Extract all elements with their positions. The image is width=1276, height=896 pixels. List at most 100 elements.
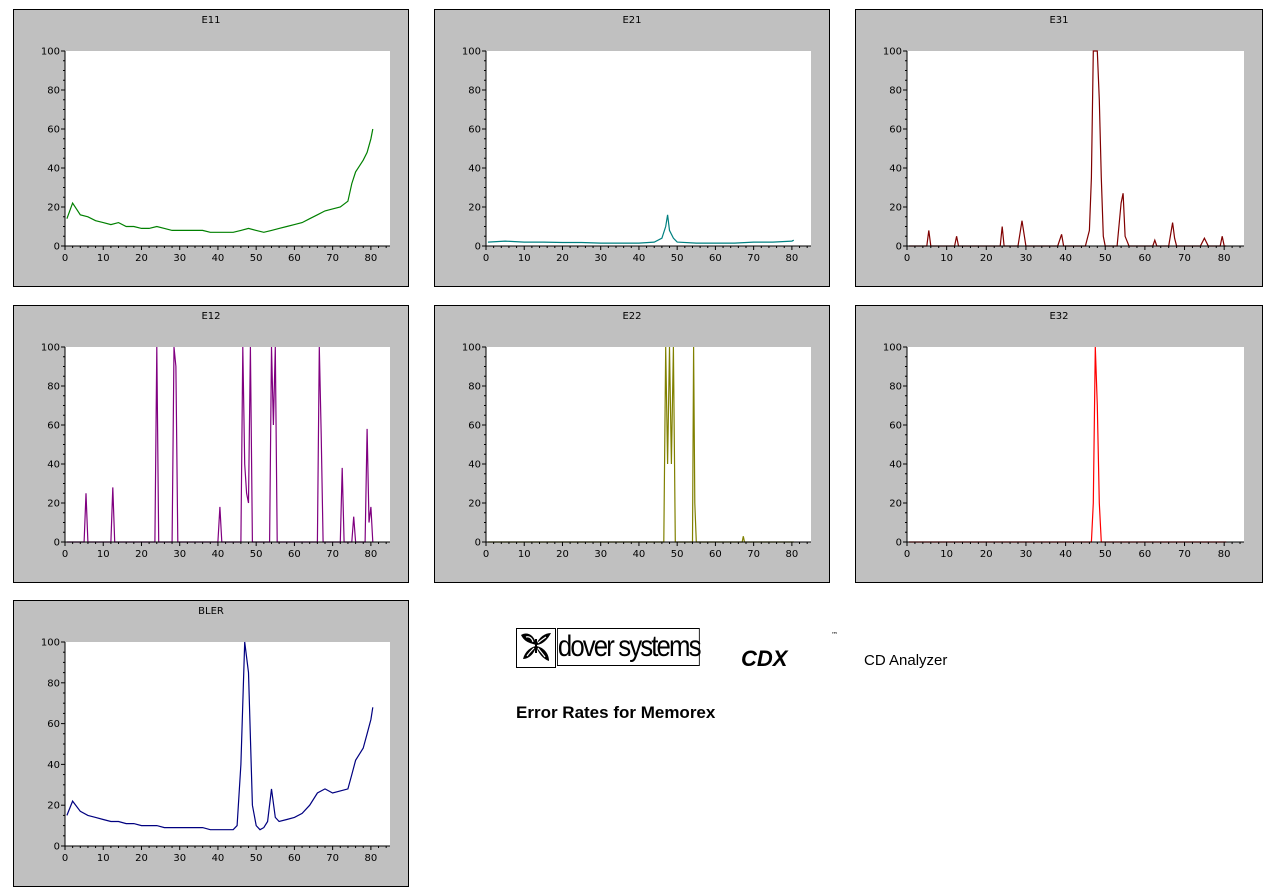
chart-e21: 0 20 40 60 80 100 0 10 20 30 40 50 60 70 80 [462,47,811,264]
y-tick-label: 0 [896,242,902,253]
chart-e11: 0 20 40 60 80 100 0 10 20 30 40 50 60 70 80 [41,47,390,264]
plot-area [907,347,1244,542]
y-tick-label: 100 [462,343,481,354]
x-tick-label: 60 [288,853,301,864]
chart-title: BLER [198,606,224,617]
series-line [66,641,374,831]
chart-title: E12 [201,311,221,322]
x-tick-label: 40 [212,253,225,264]
y-tick-label: 40 [889,460,902,471]
y-tick-label: 20 [47,801,60,812]
x-tick-label: 20 [556,253,569,264]
y-tick-label: 60 [468,125,481,136]
dover-systems-logo: dover systems [516,628,724,668]
x-tick-label: 30 [173,253,186,264]
y-tick-label: 20 [889,499,902,510]
y-tick-label: 60 [47,719,60,730]
y-tick-label: 60 [468,421,481,432]
y-tick-label: 80 [889,86,902,97]
y-tick-label: 100 [462,47,481,58]
x-tick-label: 0 [62,853,68,864]
chart-panel-e22: E22 0 20 40 60 80 100 0 10 20 30 40 50 60 70 80 [434,305,830,583]
y-tick-label: 100 [41,343,60,354]
y-tick-label: 100 [41,47,60,58]
chart-panel-e11: E11 0 20 40 60 80 100 0 10 20 30 40 50 60 70 80 [13,9,409,287]
x-tick-label: 70 [1178,549,1191,560]
x-tick-label: 20 [135,853,148,864]
logo-wordmark: dover systems [557,628,701,666]
x-tick-label: 0 [62,253,68,264]
trademark-mark: ™ [831,631,838,639]
y-tick-label: 100 [883,47,902,58]
x-tick-label: 80 [786,253,799,264]
x-tick-label: 70 [326,253,339,264]
x-tick-label: 80 [1218,253,1231,264]
x-tick-label: 80 [365,853,378,864]
y-tick-label: 80 [468,86,481,97]
chart-panel-e21: E21 0 20 40 60 80 100 0 10 20 30 40 50 60 70 80 [434,9,830,287]
y-tick-label: 60 [47,421,60,432]
chart-title: E21 [622,15,642,26]
x-tick-label: 10 [97,549,110,560]
report-title: Error Rates for Memorex [516,703,716,722]
x-tick-label: 80 [365,549,378,560]
y-tick-label: 0 [896,538,902,549]
y-tick-label: 0 [54,538,60,549]
chart-e31: 0 20 40 60 80 100 0 10 20 30 40 50 60 70 80 [883,47,1244,264]
x-tick-label: 50 [1099,253,1112,264]
y-tick-label: 20 [468,499,481,510]
y-tick-label: 40 [468,164,481,175]
x-tick-label: 20 [980,549,993,560]
y-tick-label: 0 [475,538,481,549]
x-tick-label: 10 [940,253,953,264]
x-tick-label: 40 [212,549,225,560]
series-line [487,214,795,244]
chart-panel-e32: E32 0 20 40 60 80 100 0 10 20 30 40 50 60 70 80 [855,305,1263,583]
y-tick-label: 0 [54,242,60,253]
chart-panel-e12: E12 0 20 40 60 80 100 0 10 20 30 40 50 60 70 80 [13,305,409,583]
y-tick-label: 60 [47,125,60,136]
y-tick-label: 0 [54,842,60,853]
x-tick-label: 60 [1139,549,1152,560]
chart-e12: 0 20 40 60 80 100 0 10 20 30 40 50 60 70 80 [41,343,390,560]
plot-area [486,347,811,542]
x-tick-label: 30 [173,549,186,560]
x-tick-label: 10 [518,549,531,560]
x-tick-label: 30 [594,253,607,264]
x-tick-label: 0 [483,549,489,560]
x-tick-label: 10 [518,253,531,264]
y-tick-label: 40 [47,164,60,175]
chart-title: E11 [201,15,221,26]
x-tick-label: 80 [365,253,378,264]
product-description: CD Analyzer [864,652,948,669]
y-tick-label: 20 [468,203,481,214]
y-tick-label: 20 [47,499,60,510]
x-tick-label: 20 [556,549,569,560]
x-tick-label: 60 [709,253,722,264]
butterfly-icon [516,628,556,668]
x-tick-label: 10 [97,853,110,864]
x-tick-label: 70 [326,853,339,864]
x-tick-label: 20 [135,549,148,560]
y-tick-label: 80 [889,382,902,393]
x-tick-label: 40 [212,853,225,864]
y-tick-label: 0 [475,242,481,253]
x-tick-label: 50 [1099,549,1112,560]
y-tick-label: 60 [889,125,902,136]
x-tick-label: 10 [97,253,110,264]
x-tick-label: 40 [1059,549,1072,560]
chart-title: E32 [1049,311,1069,322]
chart-e22: 0 20 40 60 80 100 0 10 20 30 40 50 60 70 80 [462,343,811,560]
x-tick-label: 70 [747,549,760,560]
x-tick-label: 50 [250,253,263,264]
x-tick-label: 70 [747,253,760,264]
x-tick-label: 60 [288,549,301,560]
x-tick-label: 30 [1020,253,1033,264]
plot-area [907,51,1244,246]
series-line [66,128,374,233]
y-tick-label: 20 [889,203,902,214]
x-tick-label: 50 [671,549,684,560]
chart-title: E22 [622,311,642,322]
series-line [909,346,1227,543]
y-tick-label: 40 [889,164,902,175]
